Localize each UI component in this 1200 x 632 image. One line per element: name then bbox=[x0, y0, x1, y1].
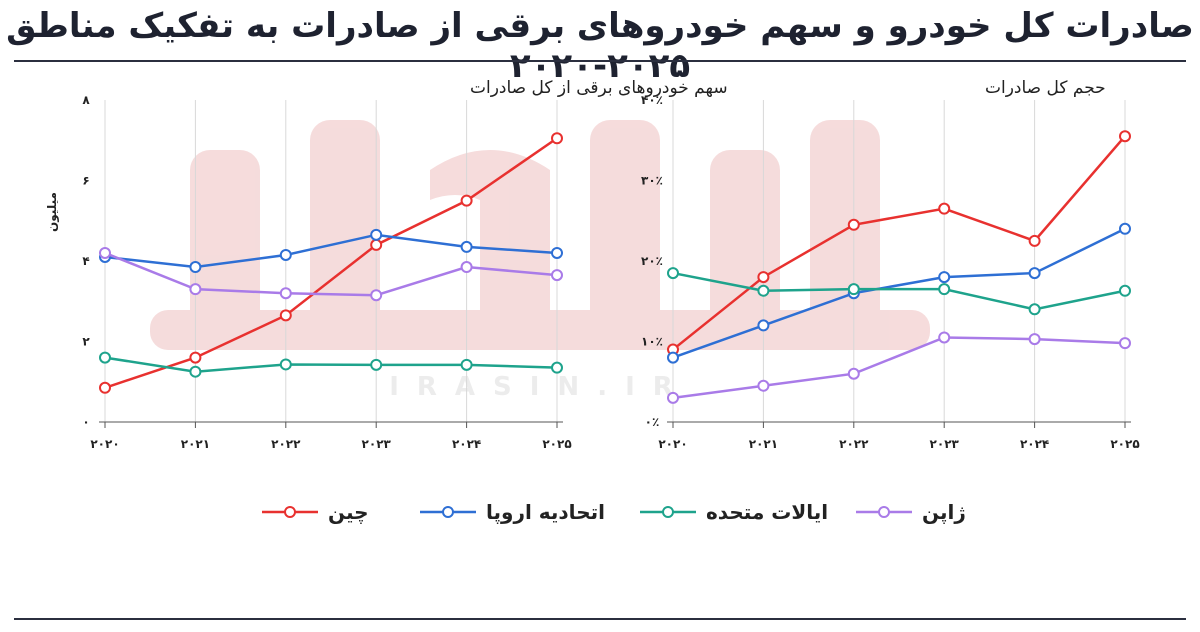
data-point-china bbox=[938, 202, 951, 215]
legend-label: ایالات متحده bbox=[706, 500, 829, 524]
bottom-divider bbox=[14, 618, 1186, 620]
x-tick-label: ۲۰۲۱ bbox=[181, 437, 210, 451]
data-point-japan bbox=[189, 283, 202, 296]
x-tick-label: ۲۰۲۵ bbox=[542, 437, 571, 451]
x-tick-label: ۲۰۲۴ bbox=[452, 437, 481, 451]
series-line-japan bbox=[104, 251, 558, 297]
data-point-eu bbox=[370, 228, 383, 241]
data-point-us bbox=[847, 283, 860, 296]
x-tick-label: ۲۰۲۲ bbox=[839, 437, 869, 451]
data-point-china bbox=[279, 309, 292, 322]
y-tick-label: ۴۰٪ bbox=[641, 93, 663, 107]
data-point-us bbox=[279, 358, 292, 371]
x-tick-label: ۲۰۲۴ bbox=[1020, 437, 1049, 451]
data-point-eu bbox=[1028, 267, 1041, 280]
data-point-us bbox=[370, 358, 383, 371]
x-tick-label: ۲۰۲۳ bbox=[362, 437, 392, 451]
series-line-japan bbox=[672, 336, 1126, 400]
data-point-china bbox=[757, 271, 770, 284]
title-divider bbox=[14, 60, 1186, 62]
series-line-us bbox=[104, 356, 558, 373]
series-line-eu bbox=[672, 227, 1126, 359]
y-tick-label: ۸ bbox=[82, 93, 90, 107]
legend-swatch-china bbox=[262, 506, 318, 518]
data-point-china bbox=[551, 132, 563, 145]
data-point-us bbox=[189, 365, 202, 378]
y-tick-label: ۶ bbox=[82, 174, 89, 188]
legend-item-japan: ژاپن bbox=[856, 492, 966, 532]
y-tick-label: ۱۰٪ bbox=[641, 335, 663, 349]
data-point-china bbox=[1028, 234, 1041, 247]
data-point-eu bbox=[279, 248, 292, 261]
data-point-us bbox=[99, 351, 111, 364]
legend-label: چین bbox=[328, 500, 369, 524]
data-point-eu bbox=[460, 240, 473, 253]
data-point-eu bbox=[1119, 222, 1131, 235]
y-axis-label: میلیون bbox=[45, 192, 60, 232]
y-tick-label: ۰ bbox=[82, 415, 89, 429]
data-point-us bbox=[460, 358, 473, 371]
data-point-japan bbox=[757, 379, 770, 392]
data-point-china bbox=[370, 238, 383, 251]
legend-label: اتحادیه اروپا bbox=[486, 500, 605, 524]
data-point-japan bbox=[279, 287, 292, 300]
x-tick-label: ۲۰۲۵ bbox=[1110, 437, 1139, 451]
data-point-us bbox=[757, 284, 770, 297]
legend-item-eu: اتحادیه اروپا bbox=[420, 492, 605, 532]
series-line-china bbox=[104, 137, 558, 389]
legend-item-china: چین bbox=[262, 492, 369, 532]
x-tick-label: ۲۰۲۱ bbox=[749, 437, 778, 451]
data-point-japan bbox=[1119, 337, 1131, 350]
data-point-eu bbox=[551, 246, 563, 259]
legend-swatch-eu bbox=[420, 506, 476, 518]
data-point-japan bbox=[667, 391, 679, 404]
data-point-japan bbox=[370, 289, 383, 302]
legend-swatch-us bbox=[640, 506, 696, 518]
data-point-us bbox=[1028, 303, 1041, 316]
legend-item-us: ایالات متحده bbox=[640, 492, 828, 532]
page-title: صادرات کل خودرو و سهم خودروهای برقی از ص… bbox=[6, 6, 1194, 86]
data-point-japan bbox=[847, 367, 860, 380]
data-point-japan bbox=[551, 269, 563, 282]
data-point-eu bbox=[189, 261, 202, 274]
chart-title: حجم کل صادرات bbox=[985, 78, 1106, 98]
series-line-eu bbox=[104, 233, 558, 269]
x-tick-label: ۲۰۲۳ bbox=[930, 437, 960, 451]
data-point-us bbox=[1119, 284, 1131, 297]
data-point-china bbox=[99, 381, 111, 394]
data-point-us bbox=[667, 267, 679, 280]
data-point-japan bbox=[1028, 333, 1041, 346]
chart-ev-share: ۲۰۲۰ ۲۰۲۱ ۲۰۲۲ ۲۰۲۳ ۲۰۲۴ ۲۰۲۵ ۰ ۲ ۴ ۶ ۸ سهم خودروها… bbox=[45, 78, 728, 451]
data-point-us bbox=[551, 361, 563, 374]
data-point-china bbox=[189, 351, 202, 364]
data-point-us bbox=[938, 283, 951, 296]
data-point-china bbox=[1119, 130, 1131, 143]
data-point-japan bbox=[938, 331, 951, 344]
y-tick-label: ۳۰٪ bbox=[641, 174, 663, 188]
y-tick-label: ۴ bbox=[82, 254, 89, 268]
y-tick-label: ۲۰٪ bbox=[641, 254, 663, 268]
data-point-china bbox=[847, 218, 860, 231]
y-tick-label: ۲ bbox=[82, 335, 90, 349]
data-point-japan bbox=[460, 261, 473, 274]
legend-swatch-japan bbox=[856, 506, 912, 518]
data-point-eu bbox=[938, 271, 951, 284]
x-tick-label: ۲۰۲۰ bbox=[90, 437, 119, 451]
x-tick-label: ۲۰۲۰ bbox=[658, 437, 687, 451]
chart-title: سهم خودروهای برقی از کل صادرات bbox=[470, 78, 728, 98]
series-line-china bbox=[672, 135, 1126, 351]
legend: چین اتحادیه اروپا ایالات متحده ژاپن bbox=[0, 492, 1200, 532]
chart-total-exports: ۲۰۲۰ ۲۰۲۱ ۲۰۲۲ ۲۰۲۳ ۲۰۲۴ ۲۰۲۵ ۰٪ ۱۰٪ ۲۰٪ ۳۰٪ ۴۰٪ حج… bbox=[641, 78, 1140, 451]
y-tick-label: ۰٪ bbox=[645, 415, 660, 429]
data-point-eu bbox=[667, 351, 679, 364]
data-point-japan bbox=[99, 246, 111, 259]
data-point-china bbox=[460, 194, 473, 207]
legend-label: ژاپن bbox=[922, 500, 966, 524]
series-line-us bbox=[672, 271, 1126, 311]
data-point-eu bbox=[757, 319, 770, 332]
x-tick-label: ۲۰۲۲ bbox=[271, 437, 301, 451]
